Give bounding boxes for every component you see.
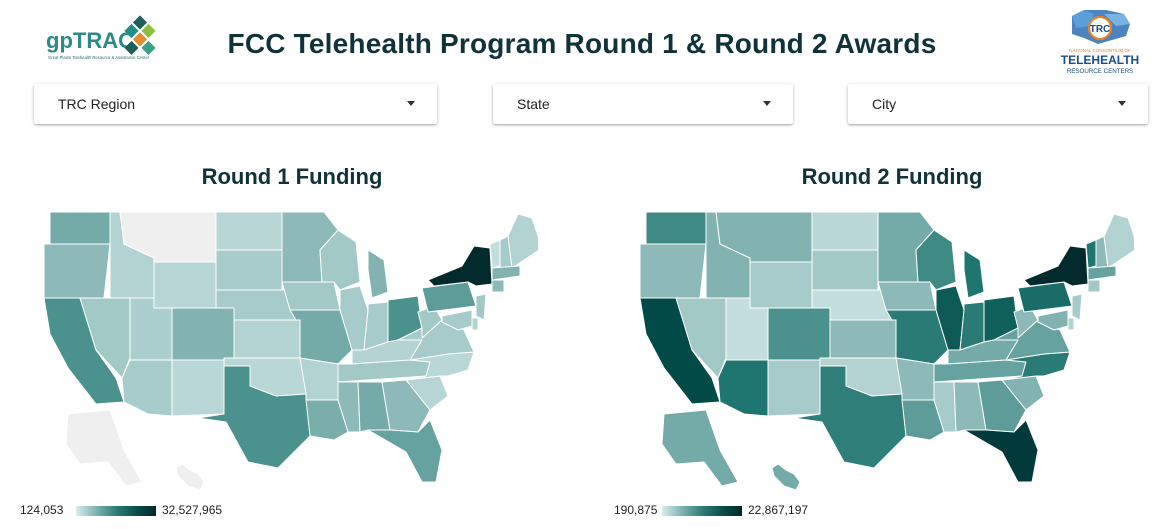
state-pa[interactable] <box>421 281 477 313</box>
state-ma[interactable] <box>491 265 521 281</box>
state-nd[interactable] <box>215 211 283 251</box>
state-ia[interactable] <box>281 281 341 311</box>
state-la[interactable] <box>305 399 349 441</box>
state-ks[interactable] <box>233 319 301 359</box>
state-wi[interactable] <box>319 229 361 291</box>
chevron-down-icon <box>407 101 415 106</box>
state-dropdown[interactable]: State <box>493 84 793 124</box>
state-ks[interactable] <box>829 319 897 359</box>
state-co[interactable] <box>767 307 831 361</box>
state-nj[interactable] <box>475 293 487 321</box>
state-wa[interactable] <box>645 211 707 245</box>
round1-legend-min: 124,053 <box>20 503 64 517</box>
state-ga[interactable] <box>977 379 1027 433</box>
state-ny[interactable] <box>1023 245 1089 287</box>
state-ms[interactable] <box>337 381 361 433</box>
gptrac-logo-text: gpTRAC <box>46 28 134 53</box>
state-hi[interactable] <box>771 463 801 491</box>
chevron-down-icon <box>763 101 771 106</box>
state-nm[interactable] <box>767 359 821 417</box>
state-md[interactable] <box>1037 309 1069 331</box>
round2-legend: 190,875 22,867,197 <box>614 503 874 519</box>
state-ny[interactable] <box>427 245 493 287</box>
state-mi[interactable] <box>367 249 389 299</box>
state-vt[interactable] <box>489 239 501 269</box>
state-ct[interactable] <box>1087 279 1101 293</box>
state-sd[interactable] <box>215 249 283 291</box>
city-dropdown[interactable]: City <box>848 84 1148 124</box>
state-az[interactable] <box>121 359 173 417</box>
gptrac-logo-tagline: Great Plains Telehealth Resource & Assis… <box>48 55 150 60</box>
nctrc-small-text: NATIONAL CONSORTIUM OF <box>1069 48 1131 53</box>
state-ct[interactable] <box>491 279 505 293</box>
state-tx[interactable] <box>197 365 311 469</box>
state-ak[interactable] <box>65 409 143 487</box>
round1-legend-gradient <box>76 506 156 516</box>
state-fl[interactable] <box>367 419 443 483</box>
state-wy[interactable] <box>153 261 217 309</box>
round2-legend-min: 190,875 <box>614 503 658 517</box>
state-vt[interactable] <box>1085 239 1097 269</box>
page-title: FCC Telehealth Program Round 1 & Round 2… <box>227 28 937 59</box>
round2-choropleth-map[interactable] <box>634 200 1134 500</box>
round1-choropleth-map[interactable] <box>38 200 538 500</box>
state-ia[interactable] <box>877 281 937 311</box>
nctrc-badge: TRC <box>1090 24 1111 35</box>
state-co[interactable] <box>171 307 235 361</box>
state-mi[interactable] <box>963 249 985 299</box>
round1-legend-max: 32,527,965 <box>162 503 223 517</box>
state-tx[interactable] <box>793 365 907 469</box>
chevron-down-icon <box>1118 101 1126 106</box>
state-ak[interactable] <box>661 409 739 487</box>
state-or[interactable] <box>43 243 111 299</box>
state-wy[interactable] <box>749 261 813 309</box>
state-wa[interactable] <box>49 211 111 245</box>
city-label: City <box>872 96 897 112</box>
round2-title: Round 2 Funding <box>801 164 983 189</box>
state-ga[interactable] <box>381 379 431 433</box>
state-or[interactable] <box>639 243 707 299</box>
round2-legend-max: 22,867,197 <box>748 503 809 517</box>
state-nj[interactable] <box>1071 293 1083 321</box>
state-ar[interactable] <box>895 357 935 401</box>
state-hi[interactable] <box>175 463 205 491</box>
nctrc-line2: RESOURCE CENTERS <box>1067 68 1133 75</box>
state-nm[interactable] <box>171 359 225 417</box>
state-de[interactable] <box>471 317 479 331</box>
state-ms[interactable] <box>933 381 957 433</box>
nctrc-logo: TRC NATIONAL CONSORTIUM OF TELEHEALTH RE… <box>1061 10 1139 75</box>
gptrac-logo: gpTRAC Great Plains Telehealth Resource … <box>46 15 156 60</box>
state-ma[interactable] <box>1087 265 1117 281</box>
trc-region-dropdown[interactable]: TRC Region <box>34 84 437 124</box>
state-la[interactable] <box>901 399 945 441</box>
nctrc-line1: TELEHEALTH <box>1061 53 1139 67</box>
state-ar[interactable] <box>299 357 339 401</box>
state-me[interactable] <box>507 213 538 269</box>
state-sd[interactable] <box>811 249 879 291</box>
state-fl[interactable] <box>963 419 1039 483</box>
state-wi[interactable] <box>915 229 957 291</box>
state-nd[interactable] <box>811 211 879 251</box>
round2-legend-gradient <box>662 506 742 516</box>
state-me[interactable] <box>1103 213 1134 269</box>
round1-legend: 124,053 32,527,965 <box>20 503 280 519</box>
state-az[interactable] <box>717 359 769 417</box>
round1-title: Round 1 Funding <box>201 164 383 189</box>
state-label: State <box>517 96 550 112</box>
state-md[interactable] <box>441 309 473 331</box>
trc-region-label: TRC Region <box>58 96 136 112</box>
state-pa[interactable] <box>1017 281 1073 313</box>
state-de[interactable] <box>1067 317 1075 331</box>
